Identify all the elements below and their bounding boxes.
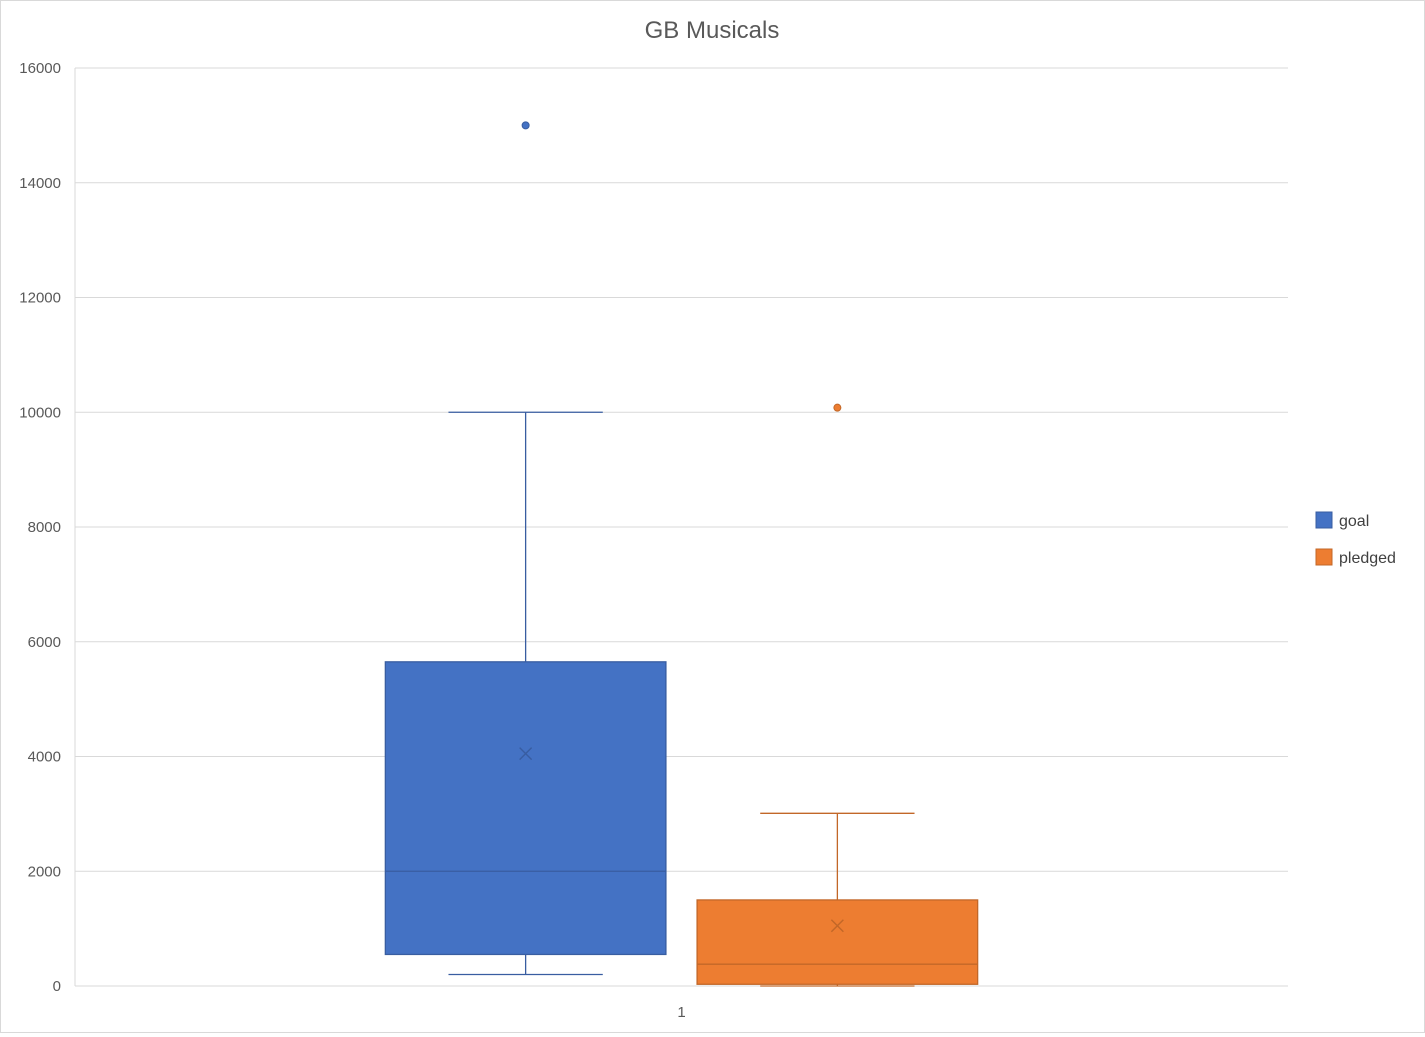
outlier-point	[521, 121, 530, 130]
y-tick-label: 4000	[28, 749, 61, 766]
mean-marker	[519, 747, 533, 761]
y-tick-label: 14000	[19, 175, 61, 192]
y-tick-label: 16000	[19, 60, 61, 77]
box-body	[696, 899, 979, 985]
outlier-point	[833, 403, 842, 412]
y-tick-label: 8000	[28, 519, 61, 536]
y-tick-label: 12000	[19, 290, 61, 307]
y-tick-label: 0	[53, 978, 61, 995]
box-goal	[384, 121, 667, 976]
y-tick-label: 2000	[28, 863, 61, 880]
legend-swatch-pledged	[1315, 548, 1333, 566]
mean-marker	[830, 919, 844, 933]
box-series	[384, 121, 979, 987]
x-axis-tick-labels: 1	[677, 1004, 685, 1021]
y-axis-tick-labels: 0 2000 4000 6000 8000 10000 12000 14000 16000	[19, 60, 61, 995]
box-body	[384, 661, 667, 956]
y-tick-label: 6000	[28, 634, 61, 651]
legend: goal pledged	[1315, 511, 1396, 567]
y-tick-label: 10000	[19, 404, 61, 421]
gridlines	[74, 67, 1288, 987]
legend-label-pledged: pledged	[1339, 550, 1396, 567]
chart-title: GB Musicals	[645, 17, 780, 44]
legend-label-goal: goal	[1339, 513, 1369, 530]
x-tick-label: 1	[677, 1004, 685, 1021]
legend-swatch-goal	[1315, 511, 1333, 529]
box-pledged	[696, 403, 979, 987]
